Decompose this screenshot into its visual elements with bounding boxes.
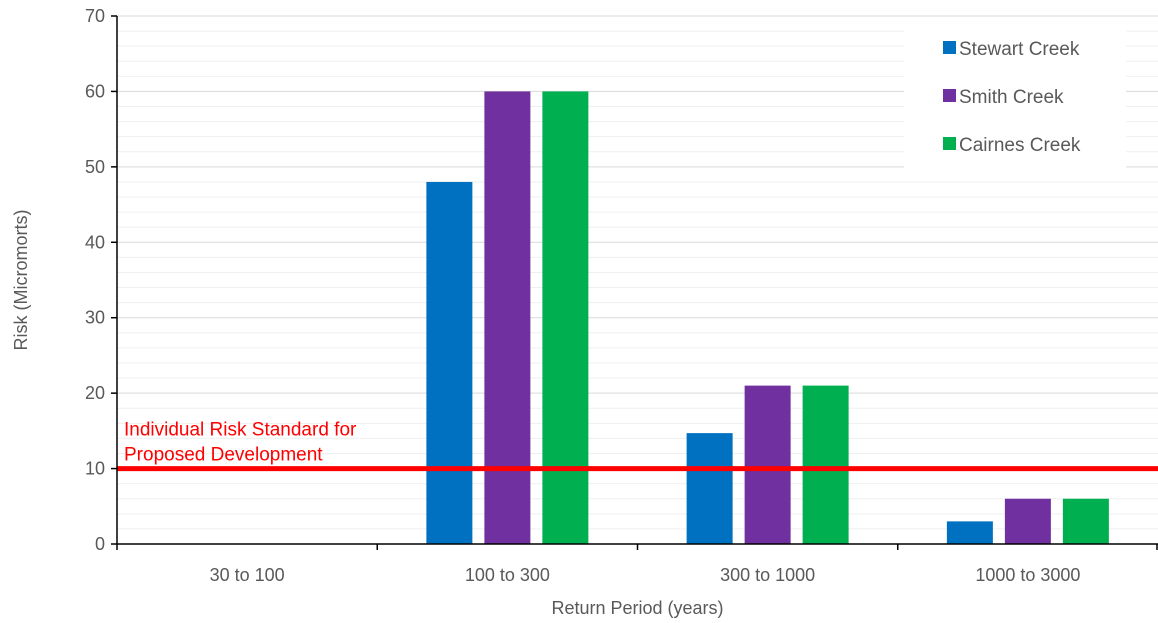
bar-smith-creek-3 bbox=[744, 385, 791, 544]
legend-label-smith-creek: Smith Creek bbox=[959, 87, 1064, 108]
reference-line-group: Individual Risk Standard for Proposed De… bbox=[117, 420, 1158, 472]
x-tick-label: 100 to 300 bbox=[465, 565, 550, 585]
legend-swatch-cairnes-creek bbox=[943, 137, 956, 150]
x-axis-title: Return Period (years) bbox=[551, 598, 723, 618]
legend-label-cairnes-creek: Cairnes Creek bbox=[959, 135, 1081, 156]
y-tick-label: 30 bbox=[85, 308, 105, 328]
bar-cairnes-creek-2 bbox=[542, 91, 589, 544]
y-tick-label: 40 bbox=[85, 232, 105, 252]
x-tick-label: 30 to 100 bbox=[210, 565, 285, 585]
x-tick-label: 300 to 1000 bbox=[720, 565, 815, 585]
bar-stewart-creek-3 bbox=[686, 433, 733, 544]
legend-label-stewart-creek: Stewart Creek bbox=[959, 39, 1080, 60]
y-tick-label: 60 bbox=[85, 81, 105, 101]
bar-smith-creek-2 bbox=[484, 91, 531, 544]
legend-background bbox=[904, 22, 1126, 168]
legend-swatch-stewart-creek bbox=[943, 41, 956, 54]
reference-line-label-2: Proposed Development bbox=[124, 445, 323, 466]
bar-smith-creek-4 bbox=[1004, 498, 1051, 544]
bar-stewart-creek-2 bbox=[426, 181, 473, 544]
legend: Stewart Creek Smith Creek Cairnes Creek bbox=[904, 22, 1126, 168]
bar-cairnes-creek-3 bbox=[802, 385, 849, 544]
reference-line-label-1: Individual Risk Standard for bbox=[124, 420, 357, 441]
x-tick-label: 1000 to 3000 bbox=[975, 565, 1080, 585]
y-tick-label: 70 bbox=[85, 6, 105, 26]
y-tick-label: 50 bbox=[85, 157, 105, 177]
legend-swatch-smith-creek bbox=[943, 89, 956, 102]
y-axis-title: Risk (Micromorts) bbox=[11, 210, 31, 351]
bar-stewart-creek-4 bbox=[946, 521, 993, 544]
axes bbox=[111, 15, 1158, 550]
x-tick-labels: 30 to 100 100 to 300 300 to 1000 1000 to 30… bbox=[210, 565, 1081, 585]
y-tick-label: 0 bbox=[95, 534, 105, 554]
y-tick-labels: 0 10 20 30 40 50 60 70 bbox=[85, 6, 105, 554]
y-tick-label: 20 bbox=[85, 383, 105, 403]
bar-cairnes-creek-4 bbox=[1062, 498, 1109, 544]
y-tick-label: 10 bbox=[85, 459, 105, 479]
